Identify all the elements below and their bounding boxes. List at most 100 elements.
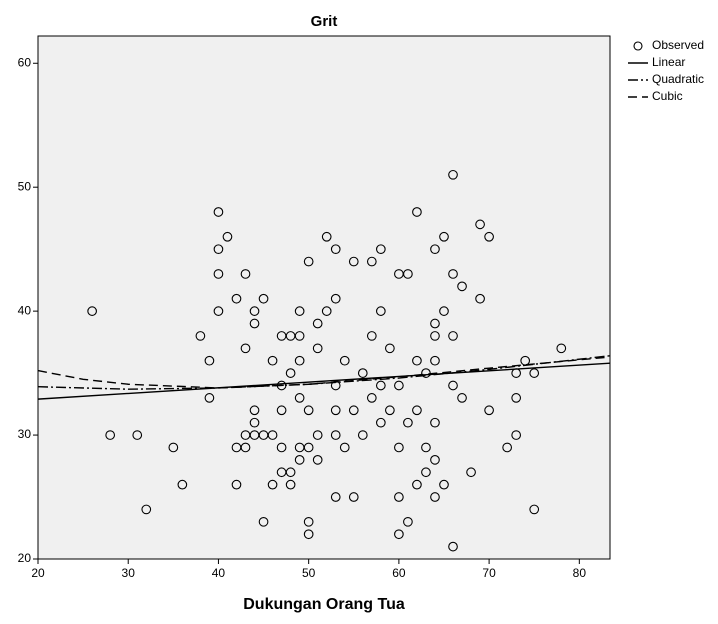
point: [412, 479, 422, 490]
point: [303, 529, 314, 540]
point: [366, 393, 377, 403]
point: [394, 529, 404, 540]
x-tick-label: 60: [392, 566, 406, 580]
point: [484, 405, 494, 416]
point: [267, 430, 278, 440]
point: [294, 355, 305, 366]
x-tick-label: 50: [302, 566, 316, 580]
point: [312, 455, 323, 465]
point: [448, 331, 458, 341]
point: [403, 269, 413, 279]
point: [466, 467, 476, 478]
point: [168, 442, 179, 453]
point: [430, 331, 440, 341]
point: [294, 455, 305, 465]
point: [448, 169, 458, 180]
point: [330, 380, 341, 391]
point: [213, 207, 224, 217]
point: [430, 492, 440, 502]
point: [394, 442, 404, 453]
point: [195, 331, 206, 341]
fit-line: [37, 356, 611, 389]
point: [321, 231, 332, 242]
y-tick-label: 20: [18, 551, 32, 565]
point: [249, 306, 260, 316]
point: [430, 417, 440, 428]
point: [258, 516, 269, 527]
point: [312, 343, 323, 354]
x-axis-label: Dukungan Orang Tua: [243, 596, 405, 613]
legend-label: Linear: [652, 55, 685, 69]
point: [294, 331, 305, 341]
legend-label: Quadratic: [652, 72, 704, 86]
point: [439, 231, 449, 242]
point: [448, 380, 458, 391]
point: [430, 244, 440, 255]
point: [231, 479, 242, 490]
point: [348, 256, 359, 267]
point: [403, 516, 413, 527]
point: [348, 405, 359, 416]
point: [249, 417, 260, 428]
point: [375, 306, 386, 316]
point: [231, 293, 242, 304]
point: [556, 343, 567, 354]
point: [375, 244, 386, 255]
point: [141, 504, 152, 515]
point: [421, 467, 431, 478]
point: [421, 442, 431, 453]
point: [502, 442, 512, 453]
point: [276, 442, 287, 453]
point: [430, 355, 440, 366]
point: [357, 368, 368, 378]
point: [240, 269, 251, 279]
point: [330, 293, 341, 304]
point: [394, 380, 404, 391]
point: [375, 417, 386, 428]
point: [448, 541, 458, 552]
point: [312, 430, 323, 440]
point: [303, 256, 314, 267]
point: [240, 343, 251, 354]
point: [330, 492, 341, 502]
point: [303, 516, 314, 527]
point: [357, 430, 368, 440]
x-tick-label: 70: [482, 566, 496, 580]
point: [312, 318, 323, 329]
point: [258, 293, 269, 304]
point: [213, 244, 224, 255]
point: [412, 355, 422, 366]
point: [213, 269, 224, 279]
plot-area: [37, 35, 611, 560]
point: [285, 467, 296, 478]
x-tick-label: 40: [212, 566, 226, 580]
point: [204, 355, 215, 366]
y-tick-label: 30: [18, 427, 32, 441]
point: [222, 231, 233, 242]
chart-title: Grit: [311, 13, 338, 30]
point: [285, 368, 296, 378]
point: [448, 269, 458, 279]
point: [412, 207, 422, 217]
x-tick-label: 80: [573, 566, 587, 580]
point: [385, 405, 395, 416]
point: [484, 231, 494, 242]
point: [276, 405, 287, 416]
point: [204, 393, 215, 403]
point: [412, 405, 422, 416]
point: [475, 293, 485, 304]
point: [249, 318, 260, 329]
point: [385, 343, 395, 354]
x-tick-label: 30: [122, 566, 136, 580]
point: [213, 306, 224, 316]
point: [330, 244, 341, 255]
point: [439, 479, 449, 490]
point: [294, 306, 305, 316]
point: [249, 405, 260, 416]
point: [240, 442, 251, 453]
point: [511, 393, 522, 403]
point: [511, 430, 522, 440]
point: [303, 442, 314, 453]
